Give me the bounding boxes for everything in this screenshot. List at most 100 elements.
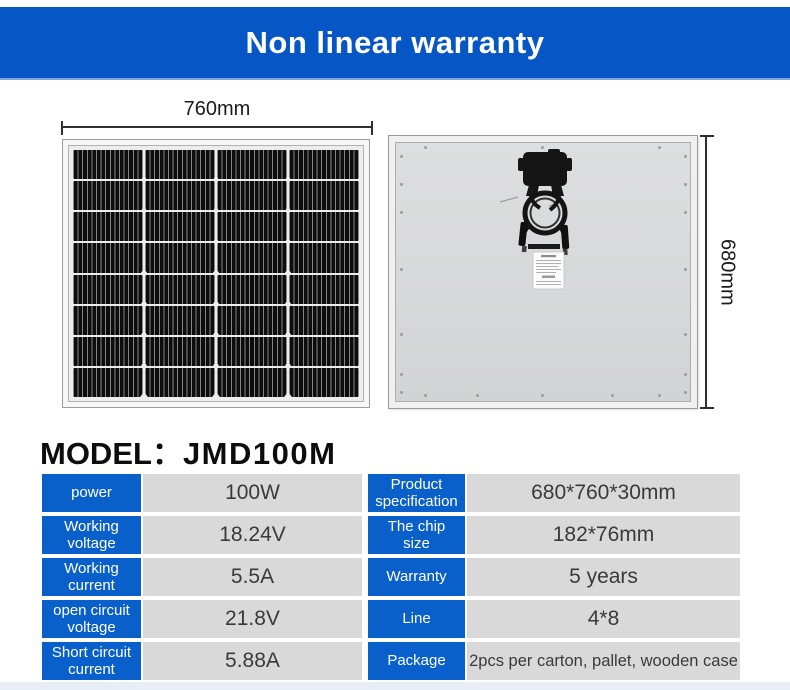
banner-title: Non linear warranty xyxy=(245,24,545,60)
spec-label: Warranty xyxy=(368,558,465,596)
spec-label: Package xyxy=(368,642,465,680)
solar-panel-front-frame xyxy=(68,145,364,402)
screw-dot xyxy=(400,211,403,214)
cell-notch xyxy=(139,391,148,397)
solar-cell xyxy=(289,274,359,304)
header-banner: Non linear warranty xyxy=(0,7,790,80)
solar-cell xyxy=(145,305,215,335)
solar-cell xyxy=(145,243,215,273)
spec-value: 5 years xyxy=(467,558,740,596)
spec-value: 5.5A xyxy=(143,558,362,596)
screw-dot xyxy=(400,391,403,394)
screw-dot xyxy=(684,155,687,158)
spec-table-right: Product specification 680*760*30mm The c… xyxy=(368,474,740,680)
cell-notch xyxy=(139,269,148,274)
solar-cell xyxy=(73,243,143,273)
table-row: Working voltage 18.24V xyxy=(42,516,362,554)
spec-value: 680*760*30mm xyxy=(467,474,740,512)
solar-cell xyxy=(73,367,143,397)
cell-notch xyxy=(283,391,292,397)
solar-cell xyxy=(145,181,215,211)
screw-dot xyxy=(400,183,403,186)
screw-dot xyxy=(541,146,544,149)
screw-dot xyxy=(541,394,544,397)
nameplate-label xyxy=(532,251,565,290)
cell-notch xyxy=(283,206,292,212)
table-row: Product specification 680*760*30mm xyxy=(368,474,740,512)
model-prefix: MODEL： xyxy=(40,436,183,471)
cell-notch xyxy=(139,237,148,243)
cell-notch xyxy=(211,362,220,368)
solar-panel-front-view xyxy=(62,139,370,408)
spec-value: 18.24V xyxy=(143,516,362,554)
solar-cell xyxy=(73,212,143,242)
screw-dot xyxy=(400,268,403,271)
table-row: Warranty 5 years xyxy=(368,558,740,596)
table-row: Package 2pcs per carton, pallet, wooden … xyxy=(368,642,740,680)
screw-dot xyxy=(684,211,687,214)
screw-dot xyxy=(658,146,661,149)
cable-coil xyxy=(521,190,568,243)
spec-table-left: power 100W Working voltage 18.24V Workin… xyxy=(42,474,362,680)
solar-cell xyxy=(73,274,143,304)
front-panel-width-label: 760mm xyxy=(183,98,251,120)
spec-label: Line xyxy=(368,600,465,638)
cell-notch xyxy=(283,269,292,274)
screw-dot xyxy=(424,146,427,149)
solar-cell xyxy=(217,212,287,242)
solar-cell xyxy=(289,150,359,180)
screw-dot xyxy=(684,268,687,271)
solar-cell xyxy=(217,181,287,211)
spec-value: 21.8V xyxy=(143,600,362,638)
solar-cell xyxy=(73,181,143,211)
solar-cell xyxy=(145,212,215,242)
solar-cell xyxy=(289,336,359,366)
spec-label: power xyxy=(42,474,141,512)
solar-cell xyxy=(73,305,143,335)
solar-cell xyxy=(73,336,143,366)
model-number: JMD100M xyxy=(182,436,337,471)
solar-cell xyxy=(289,305,359,335)
screw-dot xyxy=(684,183,687,186)
table-row: power 100W xyxy=(42,474,362,512)
screw-dot xyxy=(400,155,403,158)
solar-cell xyxy=(217,336,287,366)
cell-notch xyxy=(139,362,148,368)
screw-dot xyxy=(424,394,427,397)
solar-cell xyxy=(145,367,215,397)
solar-cell xyxy=(73,150,143,180)
spec-label: Short circuit current xyxy=(42,642,141,680)
solar-cell xyxy=(217,243,287,273)
dimension-line-vertical xyxy=(700,135,714,409)
spec-label: Working voltage xyxy=(42,516,141,554)
cell-notch xyxy=(139,300,148,306)
junction-box-graphic xyxy=(499,149,572,290)
solar-cell xyxy=(145,336,215,366)
cell-notch xyxy=(211,391,220,397)
solar-cell xyxy=(217,150,287,180)
cell-notch xyxy=(211,237,220,243)
mc4-connectors xyxy=(518,221,570,256)
cell-area xyxy=(73,150,359,397)
cell-notch xyxy=(283,175,292,181)
spec-value: 4*8 xyxy=(467,600,740,638)
screw-dot xyxy=(684,391,687,394)
spec-value: 2pcs per carton, pallet, wooden case xyxy=(467,642,740,680)
cell-notch xyxy=(211,206,220,212)
solar-cell xyxy=(217,367,287,397)
solar-cell xyxy=(145,150,215,180)
solar-cell xyxy=(289,367,359,397)
cell-notch xyxy=(283,237,292,243)
screw-dot xyxy=(400,333,403,336)
spec-label: Product specification xyxy=(368,474,465,512)
solar-cell xyxy=(145,274,215,304)
dimension-line-horizontal xyxy=(61,121,373,135)
cell-notch xyxy=(139,175,148,181)
table-row: Short circuit current 5.88A xyxy=(42,642,362,680)
cell-notch xyxy=(139,331,148,337)
spec-label: Working current xyxy=(42,558,141,596)
junction-box xyxy=(518,149,572,196)
table-row: Line 4*8 xyxy=(368,600,740,638)
spec-label: open circuit voltage xyxy=(42,600,141,638)
model-heading: MODEL：JMD100M xyxy=(40,428,336,473)
